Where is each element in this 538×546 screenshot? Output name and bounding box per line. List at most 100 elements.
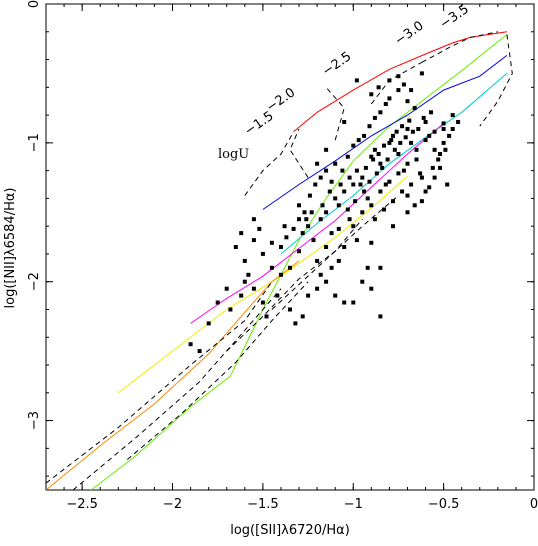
dashed-line-5: [479, 34, 513, 127]
data-point: [342, 189, 347, 194]
data-point: [378, 110, 383, 115]
data-point: [342, 300, 347, 305]
data-point: [378, 189, 383, 194]
data-point: [239, 293, 244, 298]
data-point: [396, 74, 401, 79]
data-point: [396, 88, 401, 93]
dashed-line-10: [271, 195, 399, 310]
x-tick-label: −1: [344, 497, 363, 512]
data-point: [391, 133, 395, 138]
data-point: [242, 258, 247, 263]
data-point: [329, 179, 334, 184]
data-point: [441, 127, 446, 131]
data-point: [378, 161, 383, 166]
data-point: [367, 124, 372, 129]
data-point: [304, 217, 309, 222]
data-point: [409, 88, 414, 93]
data-point: [260, 300, 265, 305]
data-point: [441, 121, 446, 126]
data-point: [307, 193, 312, 198]
data-point: [443, 147, 448, 152]
data-point: [197, 349, 202, 354]
model-line-1: [90, 34, 508, 491]
data-point: [372, 115, 377, 120]
y-axis-ticks: −3 −2 −1 0: [27, 0, 534, 477]
data-point: [369, 92, 374, 97]
data-point: [387, 140, 392, 145]
data-point: [369, 240, 374, 245]
data-point: [383, 102, 388, 106]
data-point: [251, 217, 256, 222]
data-point: [396, 152, 401, 156]
data-point: [275, 293, 280, 298]
data-point: [324, 245, 329, 249]
data-point: [324, 279, 329, 284]
data-point: [423, 189, 428, 194]
data-point: [251, 286, 256, 291]
data-point: [206, 321, 211, 326]
data-point: [403, 135, 408, 140]
data-point: [391, 224, 395, 229]
data-point: [215, 300, 220, 305]
data-point: [362, 133, 367, 138]
data-point: [354, 168, 359, 173]
dashed-line-6: [45, 281, 273, 484]
data-point: [336, 203, 341, 208]
data-point: [405, 127, 410, 131]
data-point: [363, 165, 368, 170]
data-point: [445, 182, 450, 187]
data-point: [378, 314, 383, 319]
data-point: [353, 199, 358, 204]
y-tick-label: 0: [27, 0, 42, 8]
data-point: [401, 168, 406, 173]
x-tick-label: −1.5: [247, 497, 279, 512]
data-point: [456, 120, 461, 124]
data-point: [385, 157, 390, 162]
data-point: [369, 203, 374, 208]
x-axis-label: log([SII]λ6720/Hα): [230, 523, 350, 538]
data-point: [351, 143, 356, 148]
data-point: [405, 210, 410, 215]
data-point: [423, 138, 428, 143]
data-point: [257, 226, 262, 231]
data-point: [382, 143, 386, 148]
model-line-6: [45, 260, 300, 491]
data-point: [336, 258, 341, 263]
y-tick-label: −3: [27, 411, 42, 430]
data-point: [432, 147, 437, 152]
model-line-2: [262, 55, 508, 210]
data-point: [419, 175, 424, 180]
data-point: [336, 226, 341, 231]
data-point: [450, 113, 455, 118]
data-point: [351, 182, 356, 187]
data-point: [233, 245, 238, 249]
data-point: [367, 179, 372, 184]
data-point: [333, 293, 338, 298]
data-point: [228, 307, 233, 312]
data-point: [279, 272, 283, 277]
data-point: [416, 127, 421, 131]
data-point: [438, 165, 442, 170]
data-point: [293, 321, 298, 326]
logU-value-label: −3.5: [437, 2, 471, 32]
data-point: [338, 182, 343, 187]
data-point: [300, 231, 305, 236]
data-point: [371, 157, 376, 162]
data-point: [315, 258, 320, 263]
data-point: [356, 138, 361, 143]
data-point: [324, 147, 329, 152]
data-point: [297, 217, 301, 222]
data-point: [423, 120, 428, 124]
dashed-line-7: [72, 288, 282, 491]
data-point: [345, 154, 350, 159]
dashed-line-8: [126, 281, 309, 460]
x-tick-label: −2.5: [66, 497, 98, 512]
data-point: [430, 165, 435, 170]
data-point: [427, 133, 432, 138]
data-point: [269, 265, 274, 270]
data-point: [409, 140, 414, 145]
data-point: [297, 249, 301, 254]
data-point: [279, 245, 283, 249]
data-points: [188, 71, 461, 354]
